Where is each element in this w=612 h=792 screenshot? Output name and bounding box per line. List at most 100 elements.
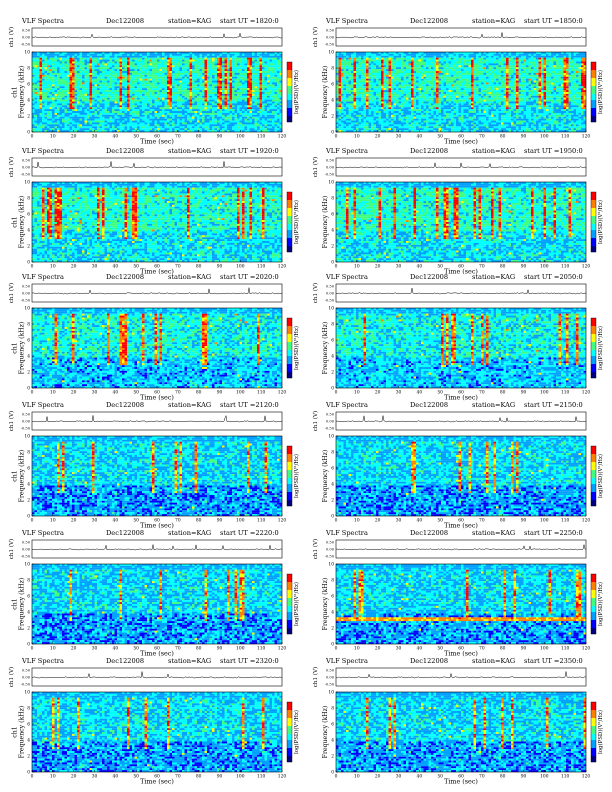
- x-tick-label: 40: [417, 775, 423, 780]
- y-tick-label: 10: [24, 563, 30, 568]
- x-tick-label: 70: [175, 135, 181, 140]
- waveform-tick-label: 0.50: [22, 29, 31, 33]
- heatmap-area: [336, 692, 587, 773]
- x-tick-label: 100: [540, 775, 549, 780]
- x-tick-label: 120: [582, 391, 591, 396]
- y-tick-label: 2: [27, 627, 30, 632]
- waveform-tick-label: 0.00: [326, 548, 335, 552]
- x-tick-label: 90: [217, 391, 223, 396]
- x-tick-label: 0: [335, 135, 338, 140]
- colorbar: log(PSD)(V²/Hz): [590, 61, 604, 123]
- x-tick-label: 70: [479, 647, 485, 652]
- waveform-tick-label: -0.50: [21, 299, 31, 303]
- x-tick-label: 90: [217, 265, 223, 270]
- waveform-ylabel: ch1 (V): [8, 539, 15, 559]
- colorbar-label: log(PSD)(V²/Hz): [293, 326, 300, 370]
- x-tick-label: 70: [479, 391, 485, 396]
- y-tick-label: 0: [27, 771, 30, 776]
- y-tick-label: 2: [331, 627, 334, 632]
- x-tick-label: 40: [417, 265, 423, 270]
- waveform-strip: 0.50 0.00 -0.50 ch1 (V): [8, 667, 283, 687]
- x-tick-label: 70: [479, 265, 485, 270]
- x-tick-label: 70: [175, 519, 181, 524]
- waveform-strip: 0.50 0.00 -0.50 ch1 (V): [312, 157, 587, 177]
- y-axis-channel-label: ch1: [12, 598, 19, 609]
- y-tick-label: 0: [331, 515, 334, 520]
- panel-title-instrument: VLF Spectra: [22, 16, 64, 26]
- y-tick-label: 6: [331, 723, 334, 728]
- x-tick-label: 30: [396, 775, 402, 780]
- heatmap-area: [336, 308, 587, 389]
- waveform-frame: [335, 539, 587, 559]
- colorbar-frame: [590, 701, 597, 763]
- x-tick-label: 30: [396, 391, 402, 396]
- y-axis-label: Frequency (kHz): [322, 322, 329, 375]
- panel-title-instrument: VLF Spectra: [326, 16, 368, 26]
- x-axis-label: Time (sec): [444, 268, 478, 276]
- x-tick-label: 110: [257, 647, 266, 652]
- y-tick-label: 10: [24, 181, 30, 186]
- x-tick-label: 60: [458, 519, 464, 524]
- x-tick-label: 120: [278, 391, 287, 396]
- x-tick-label: 100: [540, 265, 549, 270]
- x-tick-label: 10: [354, 775, 360, 780]
- x-tick-label: 20: [375, 775, 381, 780]
- x-tick-label: 0: [335, 391, 338, 396]
- y-tick-label: 6: [27, 723, 30, 728]
- waveform-frame: [335, 157, 587, 177]
- waveform-ylabel: ch1 (V): [312, 667, 319, 687]
- panel-title-start-time: start UT =2150:0: [524, 400, 583, 410]
- y-tick-label: 8: [27, 67, 30, 72]
- y-tick-label: 2: [331, 245, 334, 250]
- x-tick-label: 40: [417, 391, 423, 396]
- x-tick-label: 10: [50, 519, 56, 524]
- panel-title-date: Dec122008: [106, 400, 144, 410]
- y-axis-label: Frequency (kHz): [322, 706, 329, 759]
- panel-title: VLF Spectra Dec122008 station=KAG start UT …: [326, 146, 610, 156]
- x-tick-label: 50: [133, 265, 139, 270]
- x-tick-label: 0: [31, 647, 34, 652]
- y-tick-label: 2: [331, 499, 334, 504]
- x-tick-label: 70: [175, 391, 181, 396]
- x-tick-label: 90: [217, 135, 223, 140]
- waveform-tick-label: 0.00: [22, 548, 31, 552]
- x-tick-label: 60: [154, 775, 160, 780]
- colorbar: log(PSD)(V²/Hz): [286, 191, 300, 253]
- x-tick-label: 80: [500, 775, 506, 780]
- x-tick-label: 120: [278, 647, 287, 652]
- heatmap-area: [336, 564, 587, 645]
- waveform-tick-label: 0.00: [326, 166, 335, 170]
- x-tick-label: 30: [396, 135, 402, 140]
- x-tick-label: 20: [71, 135, 77, 140]
- y-tick-label: 8: [27, 451, 30, 456]
- colorbar-frame: [590, 61, 597, 123]
- x-tick-label: 80: [500, 391, 506, 396]
- panel-title: VLF Spectra Dec122008 station=KAG start UT …: [326, 400, 610, 410]
- panel-title-station: station=KAG: [168, 146, 211, 156]
- x-tick-label: 10: [50, 265, 56, 270]
- x-tick-label: 100: [540, 647, 549, 652]
- x-tick-label: 80: [500, 135, 506, 140]
- x-tick-label: 50: [133, 775, 139, 780]
- x-tick-label: 40: [113, 265, 119, 270]
- x-tick-label: 0: [31, 775, 34, 780]
- colorbar: log(PSD)(V²/Hz): [590, 317, 604, 379]
- x-tick-label: 110: [257, 391, 266, 396]
- waveform-tick-label: -0.50: [325, 299, 335, 303]
- x-tick-label: 80: [196, 265, 202, 270]
- panel-title-station: station=KAG: [168, 400, 211, 410]
- panel-title-instrument: VLF Spectra: [326, 656, 368, 666]
- x-tick-label: 120: [278, 135, 287, 140]
- x-axis-label: Time (sec): [140, 268, 174, 276]
- panel-title: VLF Spectra Dec122008 station=KAG start UT …: [22, 528, 306, 538]
- y-tick-label: 10: [328, 307, 334, 312]
- colorbar-label: log(PSD)(V²/Hz): [293, 710, 300, 754]
- panel-title-start-time: start UT =2350:0: [524, 656, 583, 666]
- x-tick-label: 80: [500, 265, 506, 270]
- y-axis-channel-label: ch1: [12, 470, 19, 481]
- x-tick-label: 20: [71, 519, 77, 524]
- x-tick-label: 20: [71, 647, 77, 652]
- x-tick-label: 80: [500, 647, 506, 652]
